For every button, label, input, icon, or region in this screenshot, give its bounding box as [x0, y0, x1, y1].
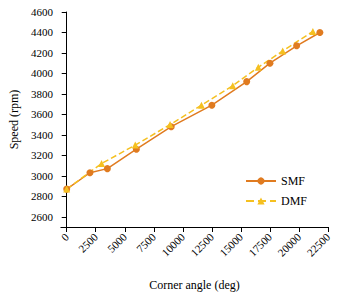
svg-text:3200: 3200: [31, 149, 54, 161]
svg-text:4200: 4200: [31, 47, 54, 59]
svg-text:4600: 4600: [31, 6, 54, 18]
svg-text:4400: 4400: [31, 26, 54, 38]
svg-text:DMF: DMF: [281, 194, 307, 208]
svg-text:5000: 5000: [105, 230, 129, 254]
svg-text:7500: 7500: [134, 230, 158, 254]
svg-text:3800: 3800: [31, 88, 54, 100]
svg-text:Corner angle (deg): Corner angle (deg): [149, 278, 240, 292]
svg-text:12500: 12500: [188, 230, 216, 258]
svg-text:2800: 2800: [31, 190, 54, 202]
svg-text:3400: 3400: [31, 129, 54, 141]
svg-text:4000: 4000: [31, 67, 54, 79]
svg-text:3000: 3000: [31, 170, 54, 182]
svg-text:15000: 15000: [217, 230, 245, 258]
svg-text:Speed (rpm): Speed (rpm): [7, 90, 21, 150]
svg-text:22500: 22500: [304, 230, 332, 258]
svg-text:17500: 17500: [246, 230, 274, 258]
svg-text:0: 0: [59, 230, 72, 243]
svg-text:2500: 2500: [76, 230, 100, 254]
svg-text:10000: 10000: [159, 230, 187, 258]
svg-text:SMF: SMF: [281, 174, 305, 188]
svg-text:20000: 20000: [275, 230, 303, 258]
svg-text:3600: 3600: [31, 108, 54, 120]
svg-text:2600: 2600: [31, 211, 54, 223]
